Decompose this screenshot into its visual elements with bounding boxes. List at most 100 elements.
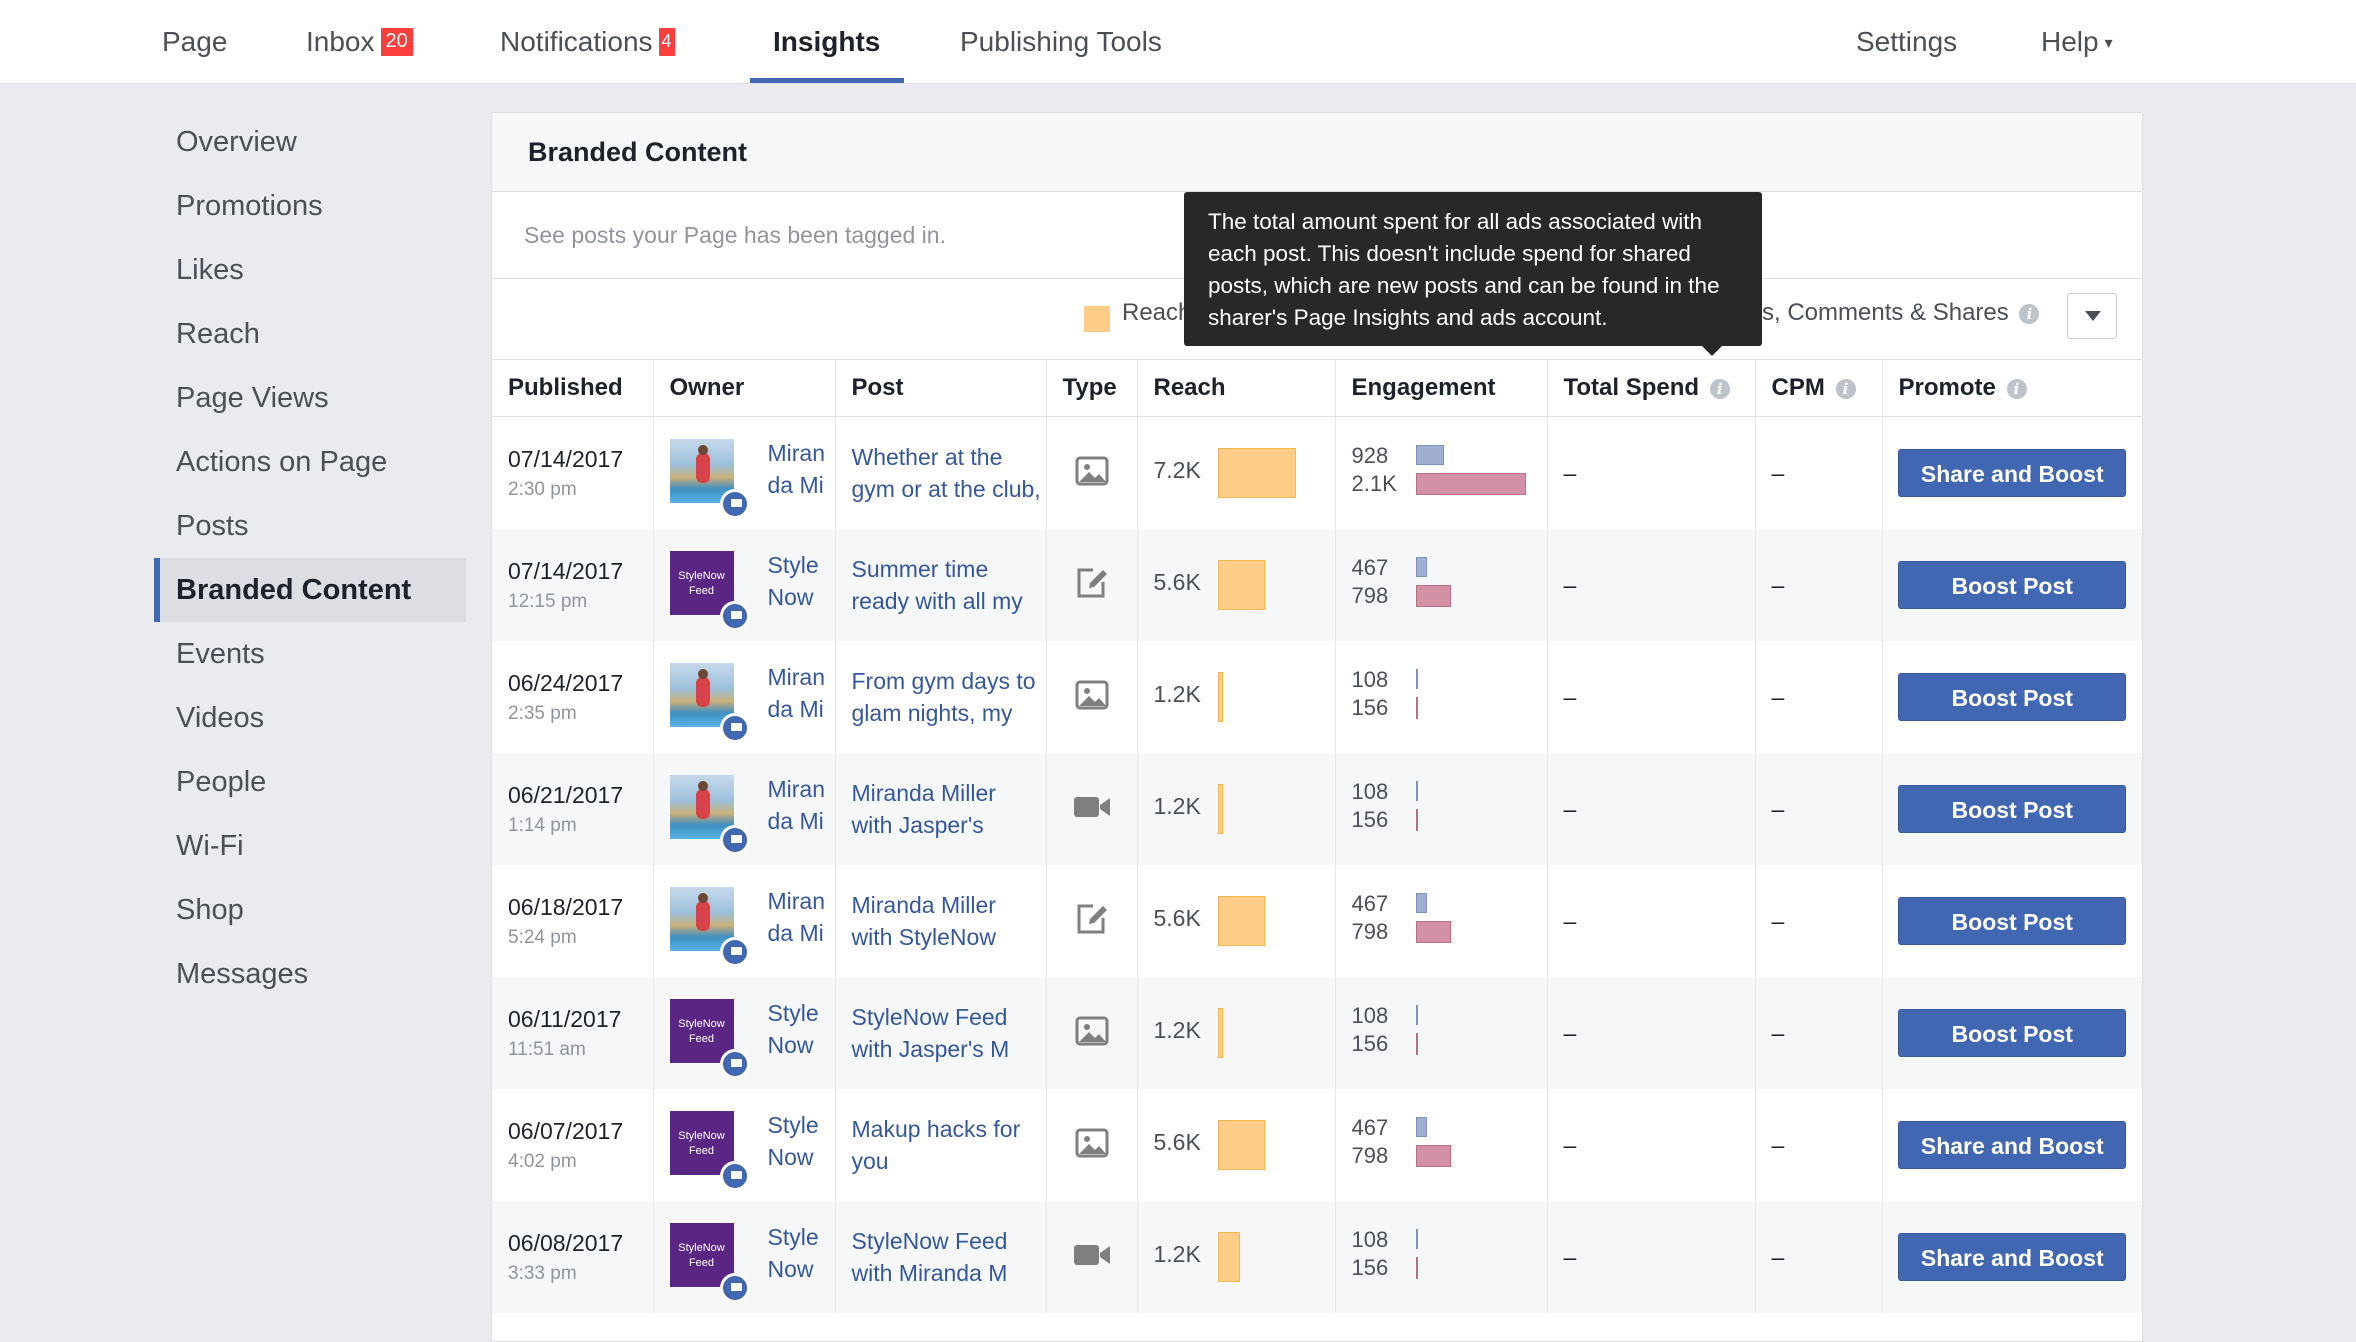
owner-link[interactable]: Miranda Mi (767, 664, 826, 722)
post-link[interactable]: StyleNow Feed with Jasper's M (851, 1004, 1010, 1062)
cpm-cell: – (1755, 753, 1883, 865)
engagement-cell: 108 156 (1335, 977, 1548, 1089)
owner-link[interactable]: Style Now (767, 552, 819, 610)
share-and-boost-button[interactable]: Share and Boost (1898, 1233, 2127, 1281)
owner-avatar[interactable] (669, 887, 734, 951)
sidebar-item-likes[interactable]: Likes (176, 254, 244, 286)
sidebar-item-people[interactable]: People (176, 766, 267, 798)
nav-publishing-tools[interactable]: Publishing Tools (960, 0, 1162, 84)
reach-bar (1217, 1008, 1223, 1058)
insights-sidebar: Overview Promotions Likes Reach Page Views Ac… (154, 110, 466, 1006)
cpm-cell: – (1755, 641, 1883, 753)
info-icon[interactable]: i (2019, 303, 2040, 324)
owner-link[interactable]: Style Now (767, 1112, 819, 1170)
owner-avatar[interactable]: StyleNow Feed (669, 1223, 734, 1287)
sidebar-item-page-views[interactable]: Page Views (176, 382, 329, 414)
boost-post-button[interactable]: Boost Post (1898, 785, 2127, 833)
col-post[interactable]: Post (835, 360, 1047, 417)
published-date: 06/11/2017 (508, 1005, 622, 1032)
owner-link[interactable]: Style Now (767, 1000, 819, 1058)
legend-dropdown-button[interactable] (2067, 293, 2117, 339)
engagement-bar-a (1415, 445, 1444, 465)
owner-avatar[interactable] (669, 439, 734, 503)
type-cell (1046, 1201, 1138, 1313)
boost-post-button[interactable]: Boost Post (1898, 561, 2127, 609)
engagement-cell: 467 798 (1335, 865, 1548, 977)
promote-label: Promote (1898, 374, 1996, 401)
nav-notifications[interactable]: Notifications 4 (500, 0, 677, 84)
published-cell: 07/14/2017 2:30 pm (492, 416, 654, 529)
boost-post-button[interactable]: Boost Post (1898, 673, 2127, 721)
owner-link[interactable]: Miranda Mi (767, 776, 826, 834)
nav-page[interactable]: Page (162, 0, 227, 84)
reach-legend-swatch (1084, 306, 1110, 332)
post-cell: Miranda Miller with StyleNow (835, 865, 1047, 977)
sidebar-item-reach[interactable]: Reach (176, 318, 260, 350)
info-icon[interactable]: i (1709, 378, 1730, 399)
cpm-value: – (1771, 1131, 1785, 1158)
col-owner[interactable]: Owner (653, 360, 836, 417)
nav-help[interactable]: Help ▾ (2041, 0, 2113, 84)
nav-settings[interactable]: Settings (1856, 0, 1957, 84)
owner-avatar[interactable] (669, 775, 734, 839)
col-reach[interactable]: Reach (1137, 360, 1336, 417)
col-total-spend[interactable]: Total Spend i (1547, 360, 1756, 417)
reach-legend-label: Reach (1122, 299, 1192, 326)
info-icon[interactable]: i (1835, 378, 1856, 399)
sidebar-item-messages[interactable]: Messages (176, 958, 309, 990)
post-link[interactable]: StyleNow Feed with Miranda M (851, 1228, 1008, 1286)
boost-post-button[interactable]: Boost Post (1898, 897, 2127, 945)
post-link[interactable]: Whether at the gym or at the club, (851, 444, 1041, 502)
col-published[interactable]: Published (492, 360, 654, 417)
post-link[interactable]: Miranda Miller with StyleNow (851, 892, 996, 950)
engagement-bar-a (1415, 669, 1418, 689)
col-type[interactable]: Type (1046, 360, 1138, 417)
cpm-cell: – (1755, 1201, 1883, 1313)
post-link[interactable]: Makup hacks for you (851, 1116, 1021, 1174)
owner-link[interactable]: Style Now (767, 1224, 819, 1282)
sidebar-item-overview[interactable]: Overview (176, 126, 297, 158)
sidebar-item-events[interactable]: Events (176, 638, 265, 670)
published-date: 06/08/2017 (508, 1229, 624, 1256)
type-cell (1046, 416, 1138, 529)
nav-insights[interactable]: Insights (773, 0, 880, 84)
col-promote[interactable]: Promote i (1882, 360, 2142, 417)
published-date: 07/14/2017 (508, 445, 624, 472)
owner-cell: Miranda Mi (653, 416, 836, 529)
post-link[interactable]: From gym days to glam nights, my (851, 668, 1036, 726)
share-and-boost-button[interactable]: Share and Boost (1898, 449, 2127, 497)
engagement-bar-b (1415, 1145, 1451, 1167)
sidebar-item-wi-fi[interactable]: Wi-Fi (176, 830, 244, 862)
info-icon[interactable]: i (2006, 378, 2027, 399)
cpm-cell: – (1755, 1089, 1883, 1201)
table-row: 06/11/2017 11:51 am StyleNow Feed Style Now… (492, 977, 2142, 1089)
col-engagement[interactable]: Engagement (1335, 360, 1548, 417)
reach-bar (1217, 560, 1265, 610)
engagement-clicks: 156 (1351, 695, 1389, 720)
share-and-boost-button[interactable]: Share and Boost (1898, 1121, 2127, 1169)
owner-avatar[interactable]: StyleNow Feed (669, 999, 734, 1063)
post-link[interactable]: Summer time ready with all my (851, 556, 1023, 614)
sidebar-item-videos[interactable]: Videos (176, 702, 265, 734)
sidebar-item-branded-content[interactable]: Branded Content (154, 558, 466, 622)
cpm-cell: – (1755, 416, 1883, 529)
sidebar-item-actions-on-page[interactable]: Actions on Page (176, 446, 388, 478)
owner-link[interactable]: Miranda Mi (767, 440, 826, 498)
promote-cell: Boost Post (1882, 529, 2142, 641)
reach-value: 1.2K (1153, 1241, 1201, 1267)
owner-avatar[interactable]: StyleNow Feed (669, 551, 734, 615)
post-link[interactable]: Miranda Miller with Jasper's Market (851, 780, 996, 838)
sidebar-item-posts[interactable]: Posts (176, 510, 249, 542)
col-cpm[interactable]: CPM i (1755, 360, 1883, 417)
owner-link[interactable]: Miranda Mi (767, 888, 826, 946)
nav-inbox[interactable]: Inbox 20 (306, 0, 415, 84)
sidebar-item-shop[interactable]: Shop (176, 894, 244, 926)
boost-post-button[interactable]: Boost Post (1898, 1009, 2127, 1057)
owner-avatar[interactable]: StyleNow Feed (669, 1111, 734, 1175)
owner-avatar[interactable] (669, 663, 734, 727)
top-nav: Page Inbox 20 Notifications 4 Insights Pub… (0, 0, 2356, 84)
sidebar-item-promotions[interactable]: Promotions (176, 190, 323, 222)
total-spend-value: – (1563, 1243, 1577, 1270)
promote-cell: Boost Post (1882, 977, 2142, 1089)
engagement-reactions: 108 (1351, 779, 1389, 804)
